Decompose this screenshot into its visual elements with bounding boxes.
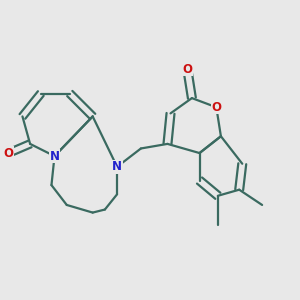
Text: N: N (112, 160, 122, 173)
Text: N: N (50, 150, 59, 163)
Text: O: O (4, 147, 14, 160)
Text: O: O (211, 101, 221, 114)
Text: O: O (182, 63, 192, 76)
